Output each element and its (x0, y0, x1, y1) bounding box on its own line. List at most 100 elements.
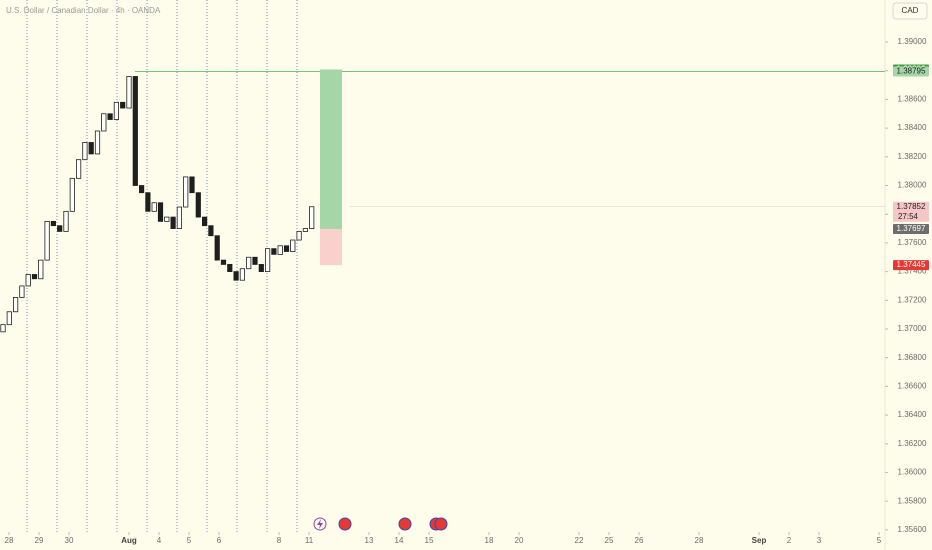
candle (44, 220, 50, 261)
x-tick-label: 6 (217, 536, 222, 545)
y-tick-label: 1.38200 (898, 152, 927, 161)
candle (176, 206, 182, 229)
x-tick-label: 22 (575, 536, 584, 545)
candle (138, 185, 145, 194)
candle (76, 159, 82, 179)
candle (208, 225, 214, 237)
price-label-bg (893, 260, 929, 271)
currency[interactable]: CAD (902, 6, 919, 15)
y-tick-label: 1.37200 (898, 295, 927, 304)
x-tick-label: Sep (752, 536, 767, 545)
candle (113, 101, 119, 120)
candle (258, 264, 264, 272)
y-tick-label: 1.36600 (898, 381, 927, 390)
x-tick-label: 15 (425, 536, 434, 545)
x-tick-label: 25 (605, 536, 614, 545)
countdown: 27:54 (898, 212, 919, 221)
chart-title: U.S. Dollar / Canadian Dollar · 4h · OAN… (6, 6, 161, 15)
x-tick-label: 13 (365, 536, 374, 545)
x-tick-label: 3 (817, 536, 822, 545)
candle (201, 216, 208, 227)
candle (31, 274, 38, 280)
candle (88, 142, 94, 155)
candle (252, 256, 258, 265)
candle (220, 259, 227, 265)
x-tick-label: Aug (121, 536, 137, 545)
y-tick-label: 1.36000 (898, 468, 927, 477)
candle (227, 264, 233, 272)
y-tick-label: 1.38000 (898, 181, 927, 190)
candle (271, 248, 277, 255)
price-label: 1.37697 (897, 224, 926, 233)
candle (69, 177, 75, 212)
candle (189, 176, 195, 194)
event-icon[interactable] (434, 517, 448, 531)
price-label: 1.37852 (897, 202, 926, 211)
candle (107, 113, 113, 120)
candle (57, 225, 63, 232)
countdown-bg (893, 211, 929, 222)
candle (12, 297, 19, 313)
candle (239, 268, 245, 281)
candle (283, 245, 290, 252)
candle (302, 228, 309, 232)
x-tick-label: 11 (305, 536, 314, 545)
x-tick-label: 18 (485, 536, 494, 545)
y-tick-label: 1.36800 (898, 353, 927, 362)
y-tick-label: 1.39000 (898, 37, 927, 46)
x-tick-label: 2 (787, 536, 792, 545)
price-label: 1.37445 (897, 260, 926, 269)
candle (63, 210, 69, 232)
candle (233, 271, 239, 281)
candle (157, 202, 164, 222)
x-tick-label: 30 (65, 536, 74, 545)
candle (132, 76, 138, 186)
event-icons (313, 517, 448, 531)
x-tick-label: 29 (35, 536, 44, 545)
y-tick-label: 1.37400 (898, 267, 927, 276)
candle (19, 285, 25, 298)
candle (0, 324, 6, 333)
candle (290, 239, 296, 252)
x-tick-label: 28 (695, 536, 704, 545)
candle (183, 176, 189, 208)
x-tick-label: 5 (187, 536, 192, 545)
currency-box[interactable] (892, 2, 928, 20)
candle (145, 192, 151, 212)
candle (277, 245, 283, 255)
y-tick-label: 1.35600 (898, 525, 927, 534)
y-tick-label: 1.35800 (898, 496, 927, 505)
event-icon-bolt (317, 519, 323, 529)
candle (309, 206, 315, 229)
event-icon[interactable] (338, 517, 352, 531)
x-tick-label: 4 (157, 536, 162, 545)
position-loss (320, 228, 342, 266)
candle (50, 220, 57, 227)
price-label-bg (893, 66, 929, 77)
x-tick-label: 28 (5, 536, 14, 545)
y-tick-label: 1.36200 (898, 439, 927, 448)
y-tick-label: 1.38400 (898, 123, 927, 132)
candle (126, 76, 132, 109)
price-label-bg (893, 201, 929, 212)
candle (264, 248, 271, 272)
price-label-bg (893, 223, 929, 234)
y-tick-label: 1.37600 (898, 238, 927, 247)
x-tick-label: 26 (635, 536, 644, 545)
candle (82, 142, 88, 161)
x-tick-label: 8 (277, 536, 282, 545)
candle (151, 202, 157, 212)
candle (170, 216, 176, 229)
y-tick-label: 1.37000 (898, 324, 927, 333)
price-label: 1.38795 (897, 67, 926, 76)
x-tick-label: 20 (515, 536, 524, 545)
x-tick-label: 14 (395, 536, 404, 545)
candle (164, 216, 170, 222)
candle (195, 192, 201, 218)
position-profit (320, 69, 342, 229)
candle (25, 274, 31, 287)
candle (101, 113, 107, 132)
event-icon[interactable] (398, 517, 412, 531)
x-tick-label: 5 (877, 536, 882, 545)
